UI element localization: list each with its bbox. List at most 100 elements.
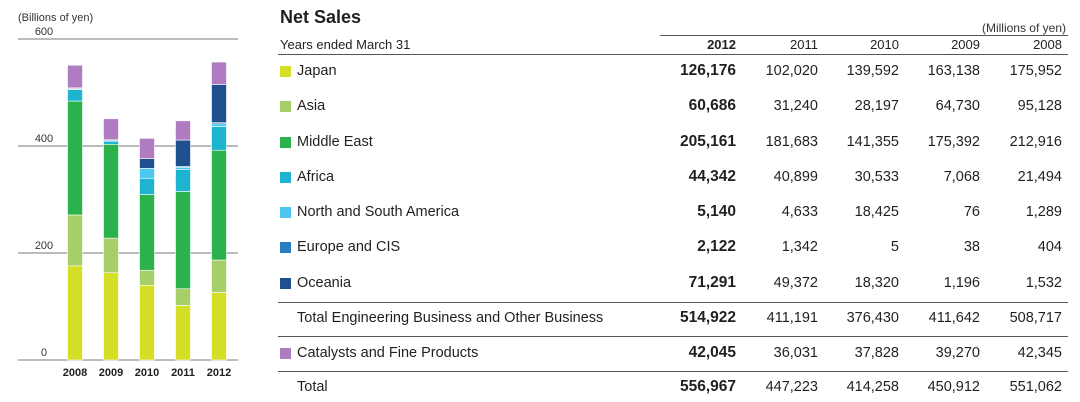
- legend-swatch: [280, 242, 291, 253]
- legend-swatch: [280, 137, 291, 148]
- row-value: 205,161: [679, 133, 736, 150]
- row-value: 30,533: [854, 169, 899, 185]
- y-tick-label: 600: [35, 26, 53, 38]
- bar-segment: [175, 139, 191, 167]
- row-value: 40,899: [773, 169, 818, 185]
- legend-swatch: [280, 66, 291, 77]
- bar-segment: [211, 84, 227, 123]
- row-value: 7,068: [943, 169, 980, 185]
- row-value: 376,430: [846, 310, 899, 326]
- y-tick-label: 0: [41, 347, 47, 359]
- row-value: 411,191: [766, 310, 818, 326]
- bar-segment: [67, 100, 83, 216]
- row-value: 102,020: [765, 63, 818, 79]
- row-value: 508,717: [1009, 310, 1062, 326]
- row-value: 60,686: [688, 97, 736, 114]
- legend-swatch: [280, 101, 291, 112]
- bar-segment: [67, 64, 83, 89]
- row-label: Catalysts and Fine Products: [297, 345, 479, 361]
- bar-segment: [175, 305, 191, 361]
- row-value: 450,912: [927, 379, 980, 395]
- row-value: 49,372: [773, 275, 818, 291]
- x-tick-label: 2012: [207, 367, 231, 379]
- header-year: 2012: [707, 37, 736, 52]
- header-label: Years ended March 31: [280, 37, 411, 52]
- bar-segment: [139, 194, 155, 271]
- row-rule: [278, 302, 1068, 303]
- row-value: 175,392: [927, 134, 980, 150]
- x-tick-label: 2011: [171, 367, 195, 379]
- bar-segment: [175, 288, 191, 306]
- row-label: Total Engineering Business and Other Bus…: [297, 310, 604, 326]
- row-value: 447,223: [765, 379, 818, 395]
- bar-segment: [139, 177, 155, 195]
- row-value: 44,342: [688, 168, 736, 185]
- bar-segment: [139, 168, 155, 179]
- bar-segment: [211, 259, 227, 293]
- row-value: 71,291: [688, 274, 736, 291]
- row-value: 1,532: [1025, 275, 1062, 291]
- row-value: 1,196: [943, 275, 980, 291]
- bar-segment: [139, 158, 155, 169]
- legend-swatch: [280, 172, 291, 183]
- row-value: 141,355: [846, 134, 899, 150]
- bar-segment: [103, 237, 119, 274]
- header-year: 2011: [790, 37, 818, 52]
- row-label: Japan: [297, 63, 337, 79]
- header-year: 2008: [1033, 37, 1062, 52]
- row-value: 5,140: [697, 203, 736, 220]
- row-label: Asia: [297, 98, 326, 114]
- row-value: 2,122: [697, 238, 736, 255]
- row-value: 5: [890, 239, 899, 255]
- bar-segment: [67, 214, 83, 267]
- row-value: 556,967: [679, 378, 736, 395]
- bar-segment: [103, 143, 119, 239]
- row-value: 37,828: [854, 345, 899, 361]
- row-label: Europe and CIS: [297, 239, 401, 255]
- row-value: 38: [963, 239, 980, 255]
- row-label: Total: [297, 379, 328, 395]
- y-tick-label: 400: [35, 133, 53, 145]
- bar-segment: [67, 89, 83, 102]
- row-value: 28,197: [854, 98, 899, 114]
- row-value: 139,592: [846, 63, 899, 79]
- table-row: Oceania 71,291 49,372 18,320 1,196 1,532: [278, 273, 1068, 295]
- bar-segment: [67, 265, 83, 361]
- legend-swatch: [280, 278, 291, 289]
- row-value: 514,922: [679, 309, 736, 326]
- bar-segment: [175, 120, 191, 141]
- table-row: Africa 44,342 40,899 30,533 7,068 21,494: [278, 167, 1068, 189]
- table-row: Total Engineering Business and Other Bus…: [278, 308, 1068, 330]
- header-year: 2010: [870, 37, 899, 52]
- bar-segment: [175, 191, 191, 290]
- bar-segment: [211, 126, 227, 151]
- row-value: 42,345: [1017, 345, 1062, 361]
- row-value: 18,425: [854, 204, 899, 220]
- x-tick-label: 2008: [63, 367, 87, 379]
- x-tick-label: 2010: [135, 367, 159, 379]
- table-row: Middle East 205,161 181,683 141,355 175,392 2…: [278, 132, 1068, 154]
- table-unit: (Millions of yen): [981, 21, 1066, 35]
- row-value: 31,240: [773, 98, 818, 114]
- bar-segment: [103, 272, 119, 361]
- header-bottom-rule: [278, 54, 1068, 55]
- chart-unit-label: (Billions of yen): [18, 12, 93, 24]
- header-top-rule: [660, 35, 1068, 36]
- row-value: 39,270: [935, 345, 980, 361]
- row-label: North and South America: [297, 204, 460, 220]
- row-value: 163,138: [927, 63, 980, 79]
- bar-segment: [211, 292, 227, 361]
- row-value: 42,045: [688, 344, 736, 361]
- table-title: Net Sales: [280, 7, 362, 27]
- bar-segment: [139, 285, 155, 361]
- row-value: 1,289: [1025, 204, 1062, 220]
- header-year: 2009: [951, 37, 980, 52]
- bar-segment: [211, 149, 227, 261]
- row-value: 76: [963, 204, 980, 220]
- table-row: Catalysts and Fine Products 42,045 36,031 3…: [278, 343, 1068, 365]
- bar-segment: [103, 118, 119, 141]
- legend-swatch: [280, 207, 291, 218]
- row-value: 95,128: [1017, 98, 1062, 114]
- table-header: Years ended March 31 2012 2011 2010 2009…: [278, 36, 1068, 54]
- row-label: Middle East: [297, 134, 373, 150]
